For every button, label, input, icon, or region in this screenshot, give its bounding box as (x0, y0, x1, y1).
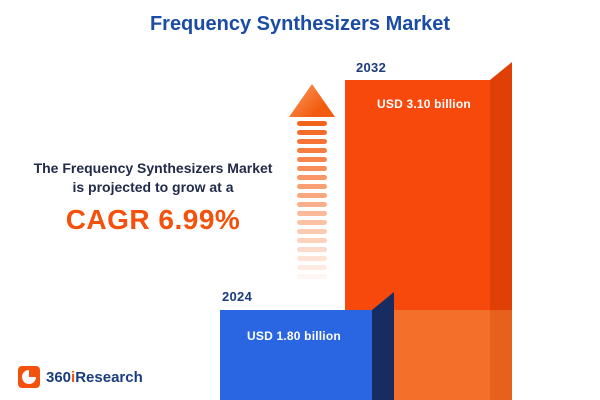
growth-statement-line2: is projected to grow at a (72, 179, 234, 195)
year-label-2024: 2024 (222, 289, 253, 304)
brand-logo-text: 360iResearch (46, 369, 143, 386)
bar-2024-front (220, 310, 372, 400)
bar-2024-value-label: USD 1.80 billion (247, 329, 341, 343)
cagr-value: CAGR 6.99% (65, 204, 241, 235)
brand-logo-icon (18, 366, 40, 388)
brand-logo-i: i (71, 368, 76, 386)
growth-arrow-stripes (297, 121, 327, 283)
brand-logo-prefix: 360 (46, 368, 72, 386)
bar-2032-side (490, 62, 512, 310)
bar-2024-side (372, 292, 394, 400)
growth-statement: The Frequency Synthesizers Market is pro… (15, 159, 291, 236)
page-title: Frequency Synthesizers Market (149, 13, 451, 35)
growth-arrow-icon (289, 84, 335, 117)
bar-2032-front (345, 80, 490, 310)
bar-2032-side-lower (490, 310, 512, 400)
growth-statement-line1: The Frequency Synthesizers Market (33, 160, 273, 176)
brand-logo: 360iResearch (18, 366, 143, 388)
brand-logo-suffix: Research (75, 368, 143, 386)
bar-2032-value-label: USD 3.10 billion (377, 97, 471, 111)
year-label-2032: 2032 (356, 60, 387, 75)
